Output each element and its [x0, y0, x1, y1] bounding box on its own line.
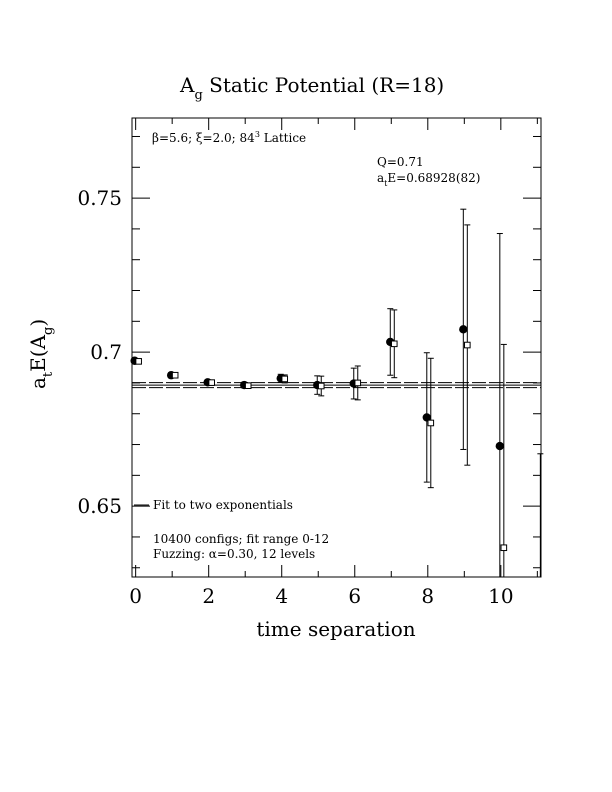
y-axis-label: atE(Ag) — [26, 319, 56, 389]
x-axis-label: time separation — [256, 617, 415, 641]
y-tick-label: 0.75 — [77, 186, 122, 210]
data-point-square — [135, 358, 142, 365]
configs-annotation: 10400 configs; fit range 0-12 — [153, 532, 329, 546]
data-points — [130, 208, 544, 577]
data-point-square — [208, 379, 215, 386]
data-point-square — [171, 371, 179, 379]
data-point-square — [427, 419, 435, 427]
x-tick-label: 4 — [275, 584, 288, 608]
x-tick-label: 0 — [129, 584, 142, 608]
x-tick-label: 6 — [348, 584, 361, 608]
x-tick-label: 8 — [421, 584, 434, 608]
fit-energy-annotation: atE=0.68928(82) — [377, 171, 480, 188]
q-annotation: Q=0.71 — [377, 155, 424, 169]
x-tick-label: 10 — [488, 584, 513, 608]
fit-band — [132, 382, 541, 389]
chart-title: Ag Static Potential (R=18) — [179, 73, 444, 103]
fuzzing-annotation: Fuzzing: α=0.30, 12 levels — [153, 547, 315, 561]
data-point-square — [354, 379, 362, 387]
data-point-circle — [459, 325, 468, 334]
tick-labels: 0 2 4 6 8 10 0.65 0.7 0.75 — [77, 186, 513, 608]
data-point-circle — [495, 441, 505, 451]
data-point-square — [390, 340, 398, 348]
x-tick-label: 2 — [202, 584, 215, 608]
y-tick-label: 0.7 — [90, 340, 122, 364]
data-point-square — [317, 382, 325, 390]
data-point-circle — [422, 413, 431, 422]
plot-frame — [131, 117, 542, 578]
lattice-annotation: β=5.6; ξ=2.0; 843 Lattice — [152, 130, 306, 145]
data-point-square — [464, 341, 471, 349]
y-tick-label: 0.65 — [77, 494, 122, 518]
data-point-square — [244, 382, 252, 389]
fit-legend-label: Fit to two exponentials — [153, 498, 293, 512]
data-point-square — [500, 544, 508, 552]
data-point-square — [281, 375, 289, 383]
